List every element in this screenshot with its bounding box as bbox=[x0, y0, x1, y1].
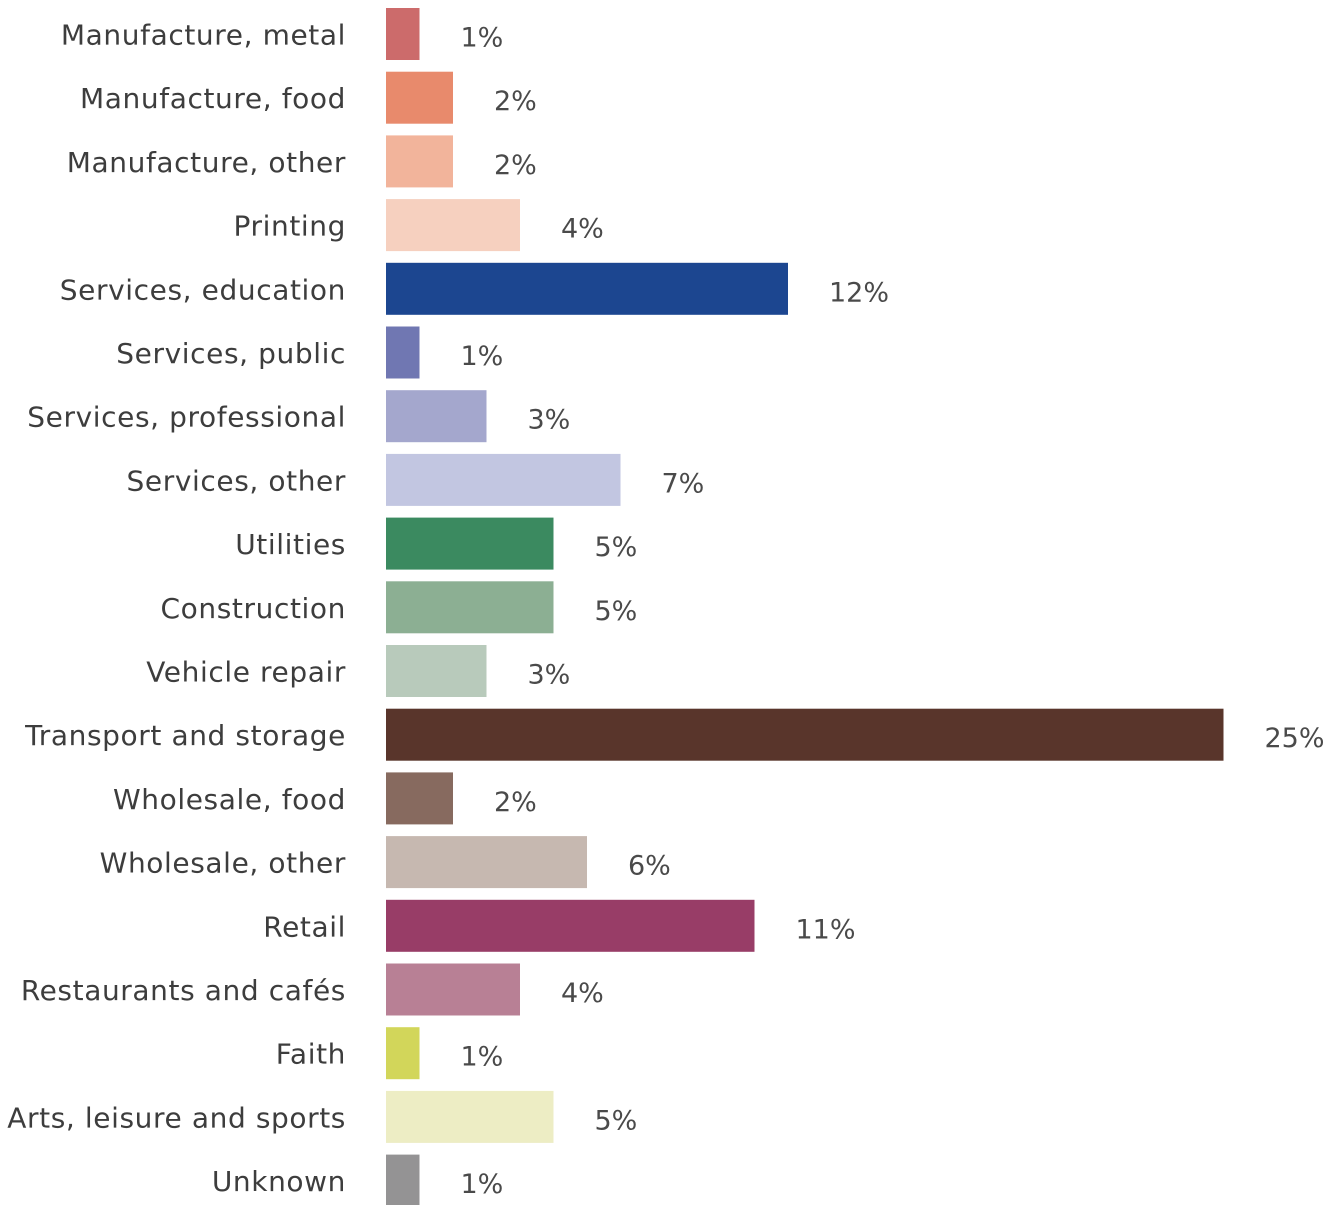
category-label: Manufacture, food bbox=[80, 82, 346, 115]
category-label: Faith bbox=[276, 1038, 346, 1071]
value-label: 6% bbox=[628, 851, 671, 882]
category-label: Printing bbox=[233, 210, 346, 243]
category-label: Arts, leisure and sports bbox=[7, 1101, 346, 1134]
value-label: 11% bbox=[796, 914, 856, 945]
bar bbox=[386, 645, 487, 697]
value-label: 2% bbox=[494, 150, 537, 181]
category-label: Restaurants and cafés bbox=[21, 974, 346, 1007]
bar bbox=[386, 836, 587, 889]
value-label: 3% bbox=[528, 660, 571, 691]
value-labels: 1% 2% 2% 4% 12% 1% 3% 7% 5% 5% 3% 25% 2% 6% 11% 4% 1% 5% 1… bbox=[461, 23, 1325, 1201]
value-label: 1% bbox=[461, 341, 504, 372]
bar bbox=[386, 1090, 554, 1143]
category-label: Wholesale, food bbox=[113, 783, 346, 816]
bar bbox=[386, 517, 554, 570]
category-label: Unknown bbox=[212, 1165, 346, 1198]
bar bbox=[386, 708, 1224, 761]
value-label: 7% bbox=[662, 468, 705, 499]
bar bbox=[386, 8, 420, 60]
category-label: Services, other bbox=[127, 464, 346, 497]
category-label: Wholesale, other bbox=[100, 847, 346, 880]
value-label: 1% bbox=[461, 23, 504, 54]
category-label: Vehicle repair bbox=[146, 656, 346, 689]
category-label: Services, professional bbox=[27, 401, 346, 434]
bar bbox=[386, 1154, 420, 1205]
value-label: 4% bbox=[561, 978, 604, 1009]
bar bbox=[386, 71, 453, 124]
category-labels: Manufacture, metal Manufacture, food Manuf… bbox=[7, 19, 346, 1199]
value-label: 25% bbox=[1265, 723, 1325, 754]
bar bbox=[386, 453, 621, 506]
value-label: 4% bbox=[561, 214, 604, 245]
value-label: 3% bbox=[528, 405, 571, 436]
bar bbox=[386, 262, 788, 315]
bar bbox=[386, 899, 755, 952]
bar bbox=[386, 963, 520, 1016]
bar bbox=[386, 390, 487, 443]
value-label: 1% bbox=[461, 1169, 504, 1200]
bars-layer bbox=[386, 8, 1224, 1205]
value-label: 12% bbox=[829, 277, 889, 308]
value-label: 5% bbox=[595, 596, 638, 627]
bar bbox=[386, 199, 520, 252]
category-label: Construction bbox=[161, 592, 346, 625]
bar bbox=[386, 772, 453, 825]
bar bbox=[386, 1027, 420, 1080]
category-label: Services, public bbox=[116, 337, 346, 370]
category-label: Manufacture, other bbox=[67, 146, 346, 179]
value-label: 1% bbox=[461, 1042, 504, 1073]
category-label: Manufacture, metal bbox=[61, 19, 346, 52]
category-label: Utilities bbox=[235, 528, 346, 561]
category-label: Retail bbox=[263, 910, 346, 943]
value-label: 2% bbox=[494, 787, 537, 818]
value-label: 5% bbox=[595, 532, 638, 563]
category-label: Transport and storage bbox=[24, 719, 346, 752]
bar bbox=[386, 135, 453, 188]
category-label: Services, education bbox=[60, 273, 346, 306]
bar bbox=[386, 581, 554, 634]
value-label: 2% bbox=[494, 86, 537, 117]
bar bbox=[386, 326, 420, 379]
value-label: 5% bbox=[595, 1105, 638, 1136]
